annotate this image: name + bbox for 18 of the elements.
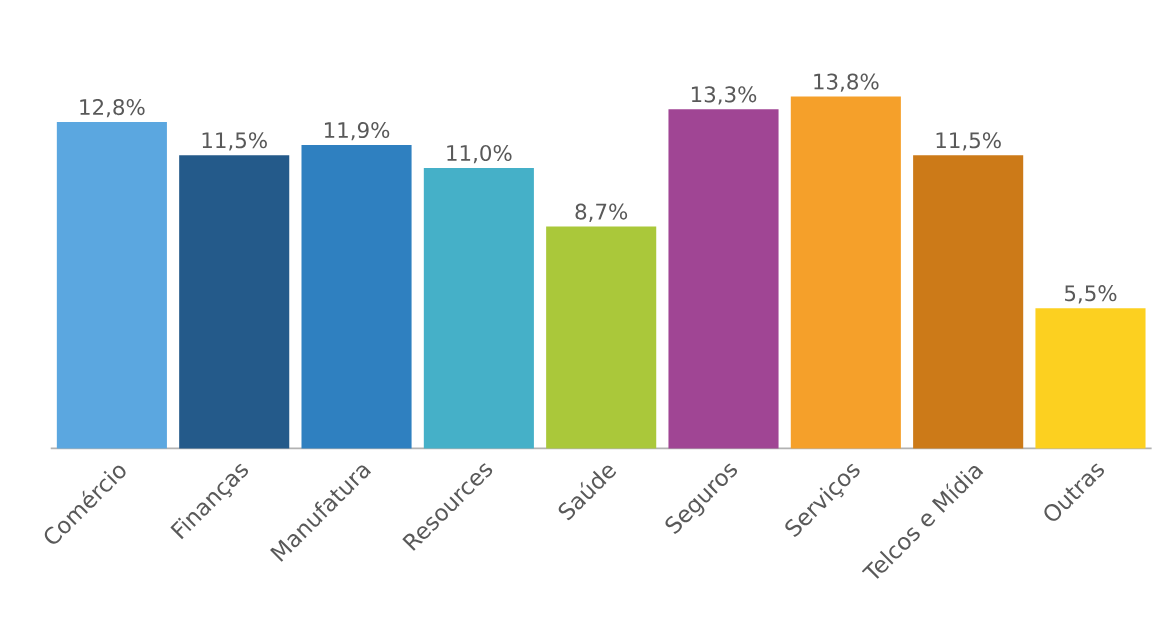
data-label: 11,9% (324, 122, 390, 141)
bar (423, 168, 534, 449)
bar (301, 145, 412, 449)
data-label: 13,8% (814, 73, 879, 93)
data-label: 11,5% (936, 132, 1001, 151)
data-label: 11,0% (447, 145, 512, 164)
data-label: 5,5% (1065, 285, 1117, 304)
data-label: 13,3% (691, 86, 757, 105)
bar (56, 122, 167, 449)
bar (790, 96, 901, 449)
bar (668, 109, 779, 449)
bar (1035, 308, 1146, 449)
bar (546, 226, 657, 449)
bar (179, 155, 290, 449)
data-label: 8,7% (575, 203, 628, 223)
data-label: 12,8% (80, 99, 145, 118)
data-label: 11,5% (202, 132, 267, 151)
bar (913, 155, 1024, 449)
